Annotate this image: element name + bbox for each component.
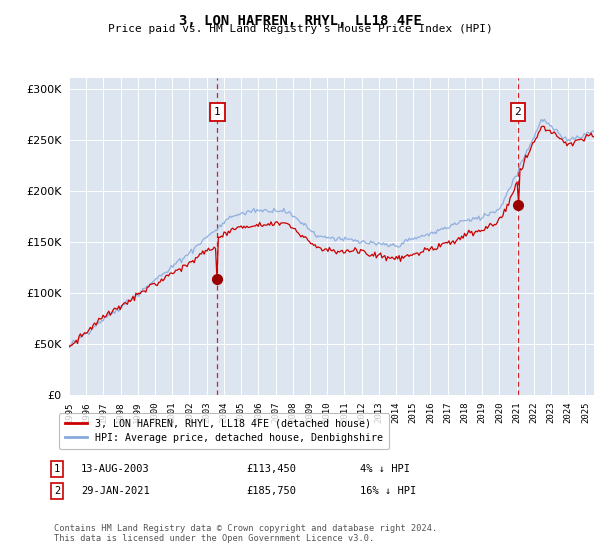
Text: 1: 1 [214, 106, 221, 116]
Text: 1: 1 [54, 464, 60, 474]
Legend: 3, LON HAFREN, RHYL, LL18 4FE (detached house), HPI: Average price, detached hou: 3, LON HAFREN, RHYL, LL18 4FE (detached … [59, 413, 389, 449]
Text: 2: 2 [515, 106, 521, 116]
Text: £185,750: £185,750 [246, 486, 296, 496]
Text: 29-JAN-2021: 29-JAN-2021 [81, 486, 150, 496]
Text: 13-AUG-2003: 13-AUG-2003 [81, 464, 150, 474]
Text: £113,450: £113,450 [246, 464, 296, 474]
Text: Contains HM Land Registry data © Crown copyright and database right 2024.
This d: Contains HM Land Registry data © Crown c… [54, 524, 437, 543]
Text: 3, LON HAFREN, RHYL, LL18 4FE: 3, LON HAFREN, RHYL, LL18 4FE [179, 14, 421, 28]
Text: 4% ↓ HPI: 4% ↓ HPI [360, 464, 410, 474]
Text: Price paid vs. HM Land Registry's House Price Index (HPI): Price paid vs. HM Land Registry's House … [107, 24, 493, 34]
Text: 2: 2 [54, 486, 60, 496]
Text: 16% ↓ HPI: 16% ↓ HPI [360, 486, 416, 496]
